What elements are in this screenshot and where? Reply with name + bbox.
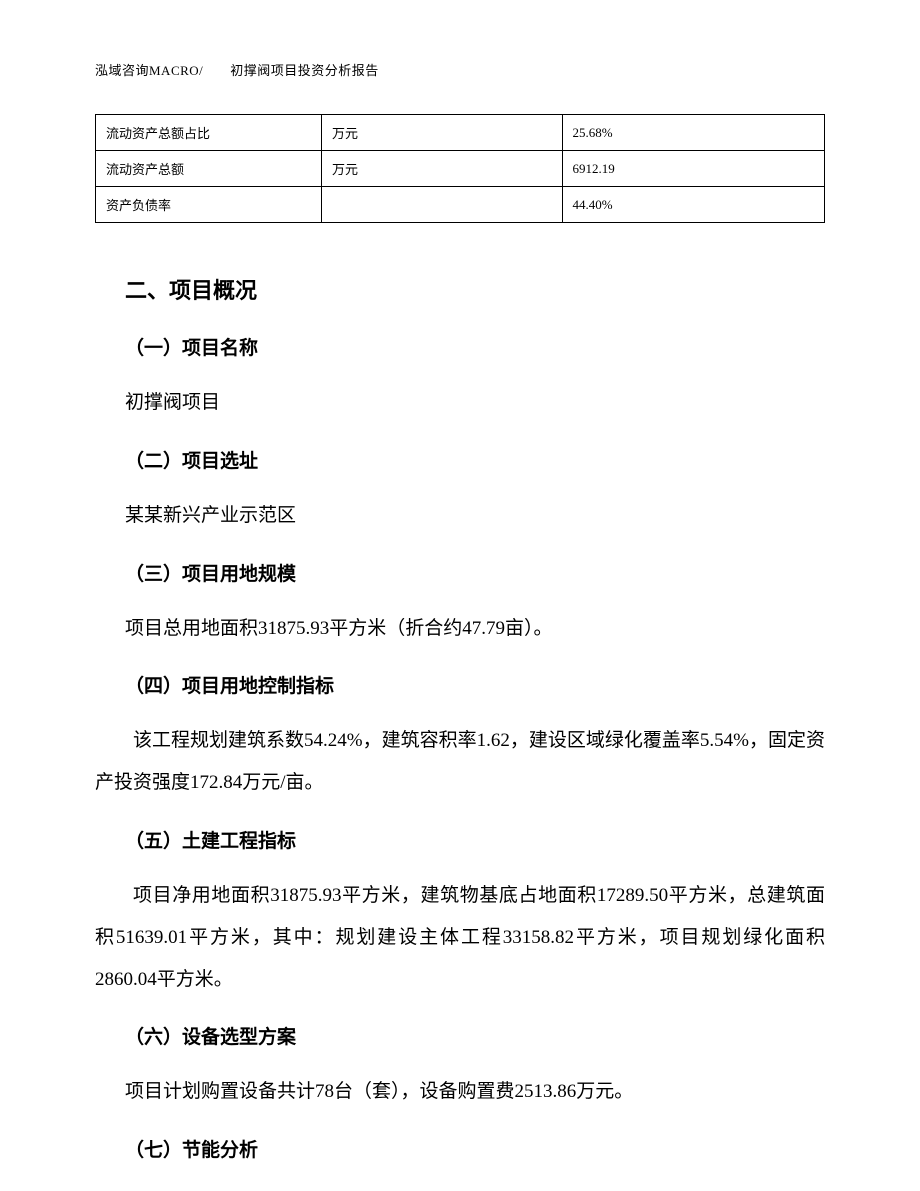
section-title: 二、项目概况	[125, 273, 825, 305]
cell-unit: 万元	[321, 115, 562, 151]
sub-heading: （七）节能分析	[125, 1135, 825, 1162]
sub-heading: （五）土建工程指标	[125, 826, 825, 853]
table-row: 流动资产总额占比 万元 25.68%	[96, 115, 825, 151]
sub-heading: （二）项目选址	[125, 446, 825, 473]
content-section: 二、项目概况 （一）项目名称 初撑阀项目 （二）项目选址 某某新兴产业示范区 （…	[95, 273, 825, 1162]
body-paragraph: 该工程规划建筑系数54.24%，建筑容积率1.62，建设区域绿化覆盖率5.54%…	[95, 720, 825, 804]
sub-heading: （六）设备选型方案	[125, 1022, 825, 1049]
sub-heading: （四）项目用地控制指标	[125, 671, 825, 698]
body-paragraph: 项目总用地面积31875.93平方米（折合约47.79亩）。	[125, 608, 825, 650]
body-paragraph: 初撑阀项目	[125, 382, 825, 424]
body-paragraph: 某某新兴产业示范区	[125, 495, 825, 537]
cell-label: 资产负债率	[96, 187, 322, 223]
table-row: 资产负债率 44.40%	[96, 187, 825, 223]
body-paragraph: 项目计划购置设备共计78台（套），设备购置费2513.86万元。	[125, 1071, 825, 1113]
cell-label: 流动资产总额占比	[96, 115, 322, 151]
cell-value: 25.68%	[562, 115, 824, 151]
cell-value: 6912.19	[562, 151, 824, 187]
table-row: 流动资产总额 万元 6912.19	[96, 151, 825, 187]
cell-unit: 万元	[321, 151, 562, 187]
financial-table: 流动资产总额占比 万元 25.68% 流动资产总额 万元 6912.19 资产负…	[95, 114, 825, 223]
body-paragraph: 项目净用地面积31875.93平方米，建筑物基底占地面积17289.50平方米，…	[95, 875, 825, 1000]
cell-unit	[321, 187, 562, 223]
cell-label: 流动资产总额	[96, 151, 322, 187]
cell-value: 44.40%	[562, 187, 824, 223]
sub-heading: （三）项目用地规模	[125, 559, 825, 586]
page-header: 泓域咨询MACRO/ 初撑阀项目投资分析报告	[95, 60, 825, 79]
sub-heading: （一）项目名称	[125, 333, 825, 360]
